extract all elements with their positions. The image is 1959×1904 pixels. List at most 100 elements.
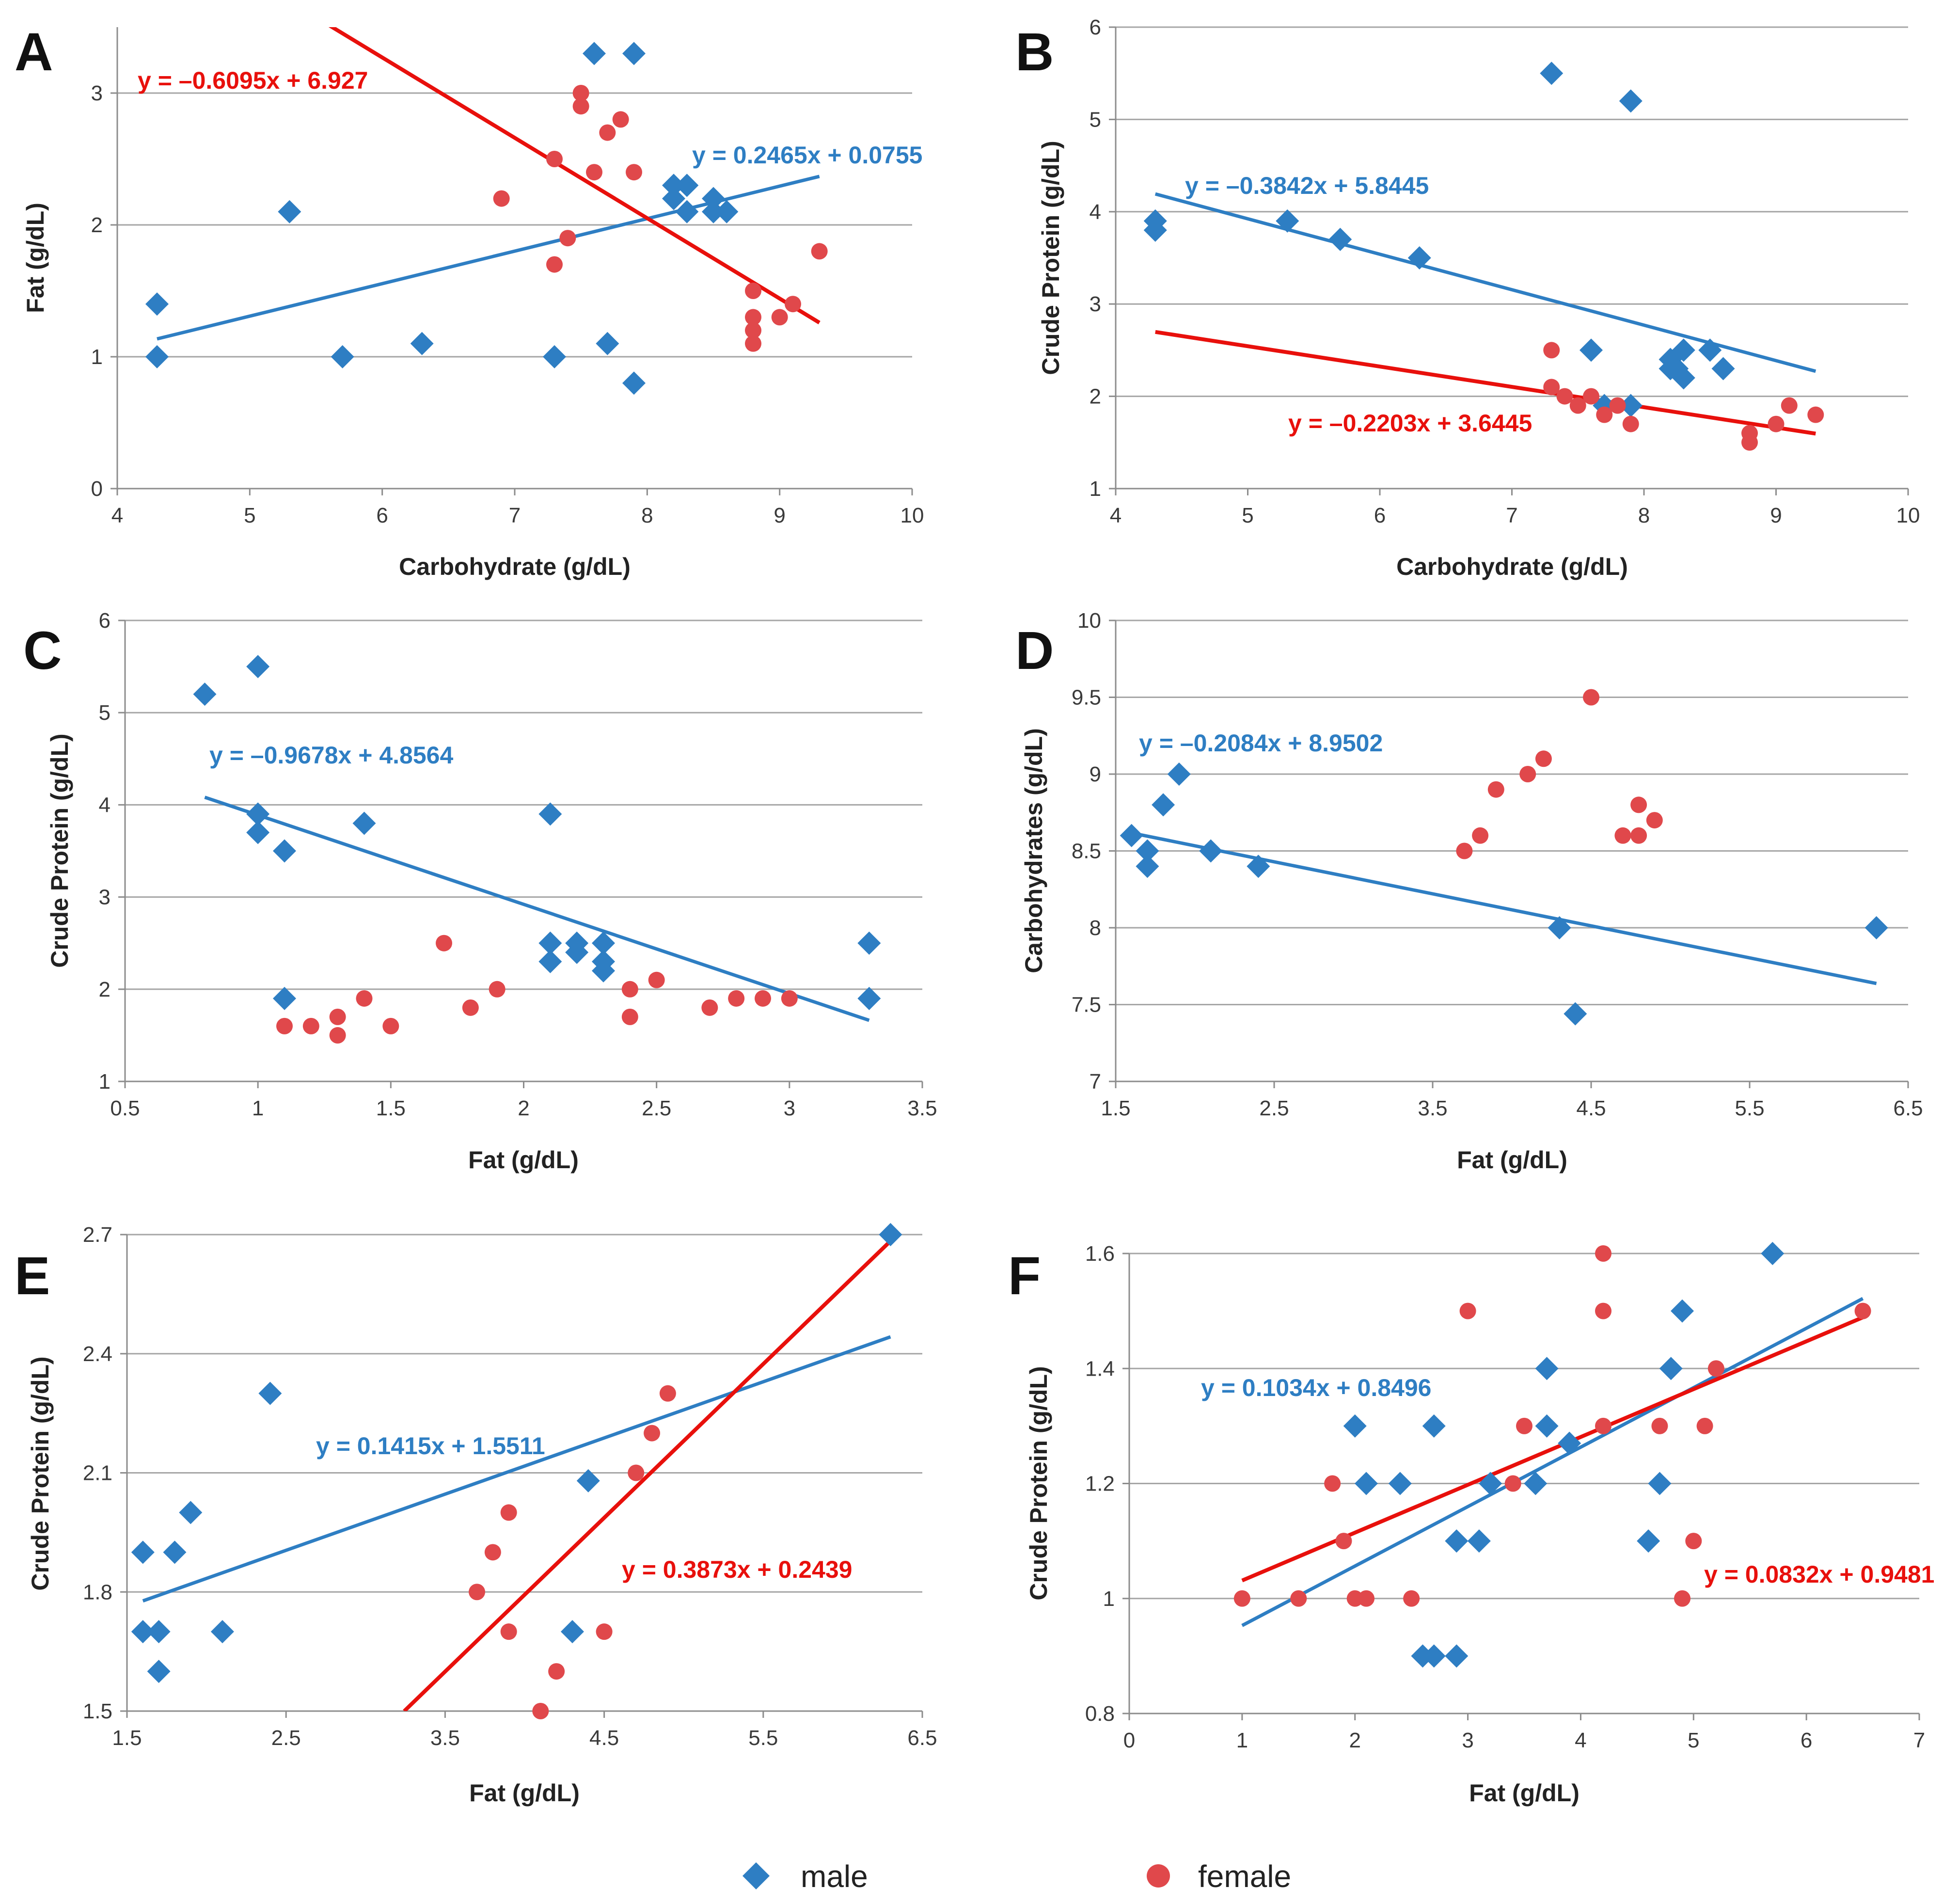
point-female [1614,827,1631,844]
x-tick-label: 4.5 [1576,1096,1606,1120]
point-male [1143,218,1167,242]
panel-letter: B [1015,22,1054,82]
point-female [745,283,761,299]
x-tick-label: 2 [1349,1729,1360,1752]
point-male [857,986,881,1010]
trendline-male [1154,192,1817,373]
trendline-female [403,1239,892,1711]
point-male [1864,916,1888,939]
x-tick-label: 3 [1462,1729,1473,1752]
point-female [546,256,563,273]
trendline-equation-male: y = 0.1034x + 0.8496 [1201,1374,1431,1401]
panel-letter: E [15,1246,50,1306]
point-male [410,332,434,355]
point-female [612,111,629,128]
point-male [1637,1529,1660,1553]
legend-marker-male [743,1862,770,1889]
trendline-equation-female: y = 0.0832x + 0.9481 [1704,1561,1934,1588]
y-axis-title: Fat (g/dL) [22,203,49,313]
point-female [1543,342,1560,359]
point-male [576,1469,600,1492]
point-male [702,200,725,223]
x-tick-label: 2.5 [1259,1096,1289,1120]
point-male [538,950,562,973]
point-male [1540,62,1564,85]
x-tick-label: 2.5 [642,1096,671,1120]
trendline-male [204,795,870,1022]
y-tick-label: 1 [1103,1587,1115,1611]
point-male [1422,1414,1446,1438]
point-male [1558,1431,1581,1455]
point-female [329,1027,346,1044]
point-male [583,42,606,65]
point-male [675,174,699,197]
x-tick-label: 2.5 [271,1726,301,1750]
point-male [1672,338,1695,362]
y-axis-title: Carbohydrates (g/dL) [1020,728,1047,973]
point-male [879,1223,902,1246]
y-tick-label: 1 [91,345,103,369]
x-tick-label: 1 [1236,1729,1248,1752]
y-tick-label: 1.6 [1085,1242,1115,1266]
x-tick-label: 6.5 [907,1726,937,1750]
point-female [628,1464,645,1481]
point-male [147,1660,171,1683]
y-tick-label: 1 [99,1070,111,1094]
point-female [1459,1302,1476,1319]
point-male [1619,89,1643,113]
x-tick-label: 5 [244,504,255,527]
y-tick-label: 1 [1090,477,1101,501]
y-tick-label: 9 [1090,762,1101,786]
x-tick-label: 5.5 [1735,1096,1764,1120]
y-tick-label: 0 [91,477,103,501]
point-female [596,1623,613,1640]
point-male [1698,338,1722,362]
point-male [258,1381,282,1405]
point-male [131,1620,155,1644]
point-female [1696,1417,1713,1434]
panel-letter: C [23,621,62,681]
y-tick-label: 4 [99,793,111,817]
point-male [145,292,169,316]
point-female [1403,1590,1420,1607]
trendline-male [1131,831,1877,985]
legend-label-male: male [801,1859,868,1894]
legend-marker-female [1147,1864,1170,1888]
point-female [1516,1417,1532,1434]
point-male [147,1620,171,1644]
point-male [1619,394,1643,417]
x-tick-label: 7 [509,504,521,527]
point-female [1707,1360,1724,1377]
point-male [1276,209,1299,233]
y-axis-title: Crude Protein (g/dL) [1037,141,1064,375]
point-male [1524,1472,1548,1495]
point-male [1659,1357,1683,1380]
x-tick-label: 7 [1506,504,1517,527]
point-male [1467,1529,1491,1553]
point-male [1445,1644,1469,1668]
x-tick-label: 1.5 [112,1726,142,1750]
x-tick-label: 0 [1123,1729,1135,1752]
x-tick-label: 1 [252,1096,264,1120]
y-tick-label: 2.4 [83,1342,112,1366]
y-tick-label: 2 [1090,385,1101,409]
point-male [1580,338,1603,362]
point-female [599,124,616,141]
point-female [1646,812,1663,829]
point-female [785,296,801,313]
point-female [1622,415,1639,432]
trendline-equation-male: y = 0.2465x + 0.0755 [692,142,922,169]
panel-letter: A [15,22,53,82]
x-tick-label: 3.5 [1418,1096,1447,1120]
y-axis-title: Crude Protein (g/dL) [27,1356,54,1590]
y-tick-label: 8.5 [1072,840,1101,863]
point-male [1199,839,1223,863]
point-female [1630,796,1647,813]
point-female [701,999,718,1016]
x-tick-label: 5 [1688,1729,1699,1752]
point-female [1651,1417,1668,1434]
point-female [1781,397,1798,414]
point-female [329,1008,346,1025]
point-female [1324,1475,1341,1492]
point-female [644,1425,661,1442]
